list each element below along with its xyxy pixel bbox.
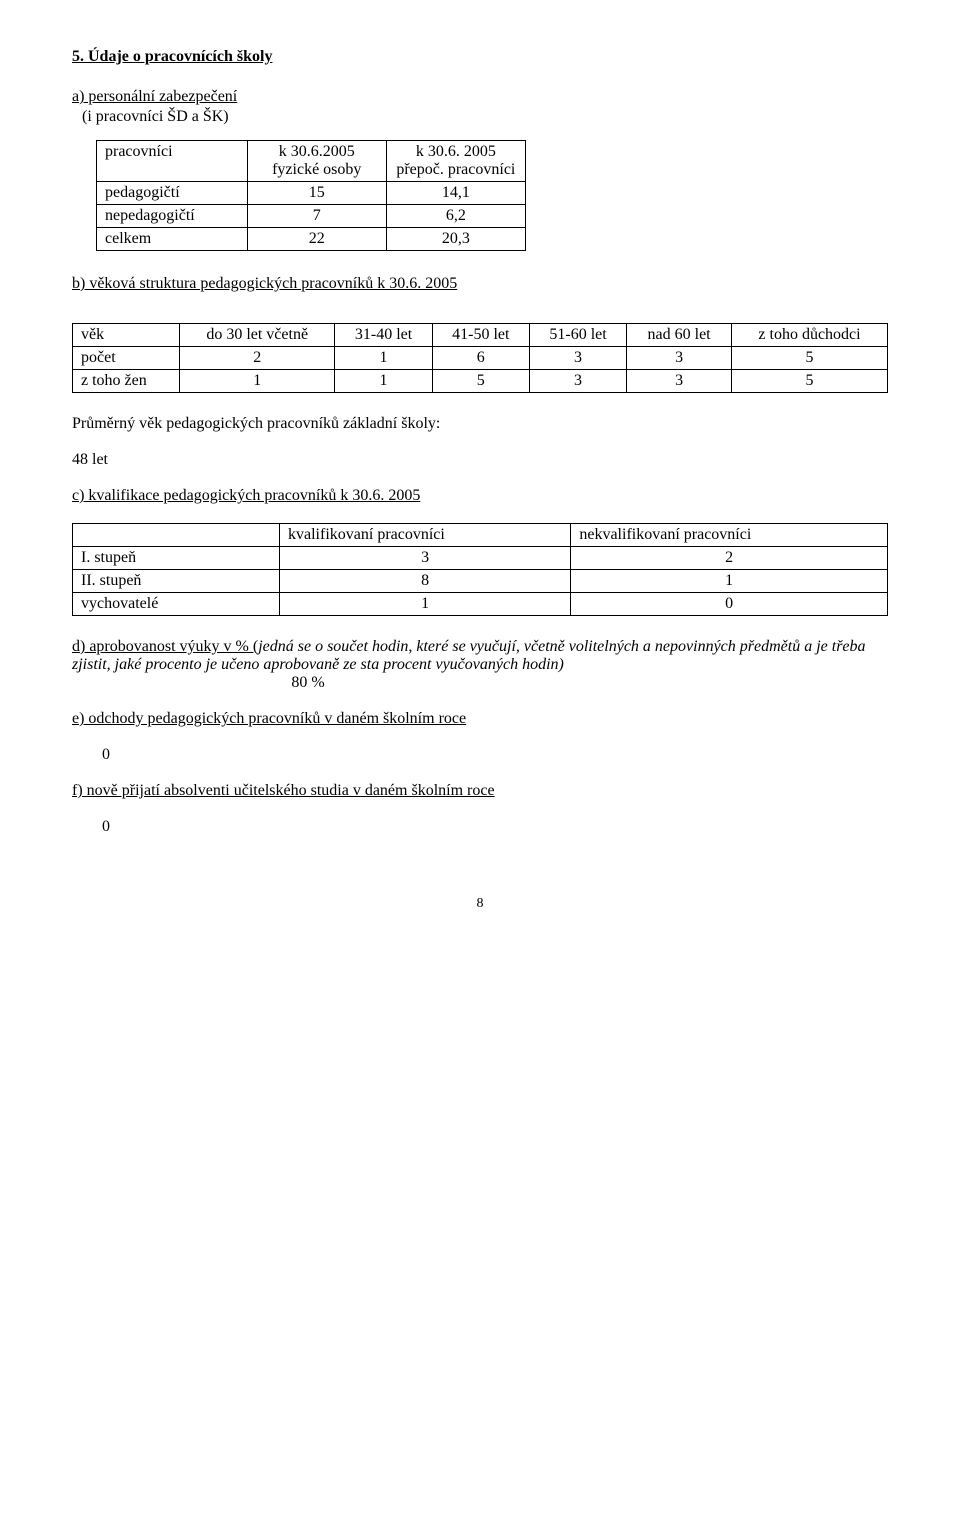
table-row: I. stupeň 3 2 bbox=[73, 547, 888, 570]
table-cell: 3 bbox=[529, 370, 626, 393]
subsection-d-underline: d) aprobovanost výuky v % ( bbox=[72, 638, 258, 655]
table-cell: pedagogičtí bbox=[97, 182, 248, 205]
table-row: nepedagogičtí 7 6,2 bbox=[97, 205, 526, 228]
table-cell: 6 bbox=[432, 347, 529, 370]
table-cell: 14,1 bbox=[386, 182, 525, 205]
table-cell: 1 bbox=[180, 370, 335, 393]
table-staff: pracovníci k 30.6.2005 fyzické osoby k 3… bbox=[96, 140, 526, 251]
table-header-cell: do 30 let včetně bbox=[180, 324, 335, 347]
table-age-structure: věk do 30 let včetně 31-40 let 41-50 let… bbox=[72, 323, 888, 393]
table-cell: 8 bbox=[280, 570, 571, 593]
table-cell: 6,2 bbox=[386, 205, 525, 228]
table-cell: 5 bbox=[731, 370, 887, 393]
table-cell: 1 bbox=[571, 570, 888, 593]
table-cell: 1 bbox=[335, 370, 432, 393]
avg-age-label: Průměrný věk pedagogických pracovníků zá… bbox=[72, 415, 888, 433]
table-cell: 3 bbox=[529, 347, 626, 370]
table-header-cell: k 30.6. 2005 přepoč. pracovníci bbox=[386, 141, 525, 182]
table-header-cell: 51-60 let bbox=[529, 324, 626, 347]
aprobovanost-percent: 80 % bbox=[278, 674, 338, 692]
table-cell: celkem bbox=[97, 228, 248, 251]
table-cell: 5 bbox=[731, 347, 887, 370]
subsection-c-underline: c) kvalifikace pedagogických pracovníků … bbox=[72, 487, 420, 504]
table-row: počet 2 1 6 3 3 5 bbox=[73, 347, 888, 370]
table-cell: 5 bbox=[432, 370, 529, 393]
table-cell: nepedagogičtí bbox=[97, 205, 248, 228]
section-heading: 5. Údaje o pracovnících školy bbox=[72, 48, 888, 66]
subsection-e-heading: e) odchody pedagogických pracovníků v da… bbox=[72, 710, 888, 728]
table-cell: I. stupeň bbox=[73, 547, 280, 570]
table-header-cell: 31-40 let bbox=[335, 324, 432, 347]
table-cell: 1 bbox=[335, 347, 432, 370]
table-header-cell: věk bbox=[73, 324, 180, 347]
table-header-cell: kvalifikovaní pracovníci bbox=[280, 524, 571, 547]
table-cell: vychovatelé bbox=[73, 593, 280, 616]
table-header-cell: z toho důchodci bbox=[731, 324, 887, 347]
table-cell: 3 bbox=[627, 347, 732, 370]
table-row: kvalifikovaní pracovníci nekvalifikovaní… bbox=[73, 524, 888, 547]
table-header-cell: nad 60 let bbox=[627, 324, 732, 347]
table-row: z toho žen 1 1 5 3 3 5 bbox=[73, 370, 888, 393]
page-number: 8 bbox=[72, 896, 888, 912]
subsection-e-value: 0 bbox=[102, 746, 888, 764]
table-cell: 22 bbox=[247, 228, 386, 251]
subsection-e-underline: e) odchody pedagogických pracovníků v da… bbox=[72, 710, 466, 727]
table-row: pedagogičtí 15 14,1 bbox=[97, 182, 526, 205]
table-row: II. stupeň 8 1 bbox=[73, 570, 888, 593]
subsection-f-underline: f) nově přijatí absolventi učitelského s… bbox=[72, 782, 495, 799]
table-row: pracovníci k 30.6.2005 fyzické osoby k 3… bbox=[97, 141, 526, 182]
table-row: vychovatelé 1 0 bbox=[73, 593, 888, 616]
avg-age-value: 48 let bbox=[72, 451, 888, 469]
table-cell: 2 bbox=[180, 347, 335, 370]
table-cell: z toho žen bbox=[73, 370, 180, 393]
table-cell: počet bbox=[73, 347, 180, 370]
subsection-a-line1: a) personální zabezpečení bbox=[72, 88, 888, 106]
subsection-a-underline: a) personální zabezpečení bbox=[72, 88, 237, 105]
table-row: věk do 30 let včetně 31-40 let 41-50 let… bbox=[73, 324, 888, 347]
table-cell: 7 bbox=[247, 205, 386, 228]
table-cell: 15 bbox=[247, 182, 386, 205]
table-header-cell: 41-50 let bbox=[432, 324, 529, 347]
subsection-d: d) aprobovanost výuky v % (jedná se o so… bbox=[72, 638, 888, 674]
table-cell: 3 bbox=[280, 547, 571, 570]
subsection-b-underline: b) věková struktura pedagogických pracov… bbox=[72, 275, 457, 292]
table-cell: 3 bbox=[627, 370, 732, 393]
table-header-cell: nekvalifikovaní pracovníci bbox=[571, 524, 888, 547]
table-cell: II. stupeň bbox=[73, 570, 280, 593]
subsection-c-heading: c) kvalifikace pedagogických pracovníků … bbox=[72, 487, 888, 505]
table-cell: 2 bbox=[571, 547, 888, 570]
table-cell: 20,3 bbox=[386, 228, 525, 251]
subsection-a-line2: (i pracovníci ŠD a ŠK) bbox=[72, 108, 888, 126]
subsection-f-heading: f) nově přijatí absolventi učitelského s… bbox=[72, 782, 888, 800]
table-cell: 0 bbox=[571, 593, 888, 616]
table-header-cell bbox=[73, 524, 280, 547]
subsection-f-value: 0 bbox=[102, 818, 888, 836]
table-header-cell: k 30.6.2005 fyzické osoby bbox=[247, 141, 386, 182]
table-qualification: kvalifikovaní pracovníci nekvalifikovaní… bbox=[72, 523, 888, 616]
table-cell: 1 bbox=[280, 593, 571, 616]
subsection-b-heading: b) věková struktura pedagogických pracov… bbox=[72, 275, 888, 293]
table-row: celkem 22 20,3 bbox=[97, 228, 526, 251]
table-header-cell: pracovníci bbox=[97, 141, 248, 182]
